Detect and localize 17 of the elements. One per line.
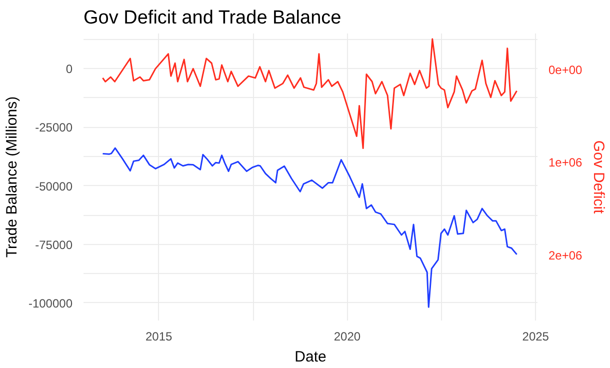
y-tick-label: 0 — [66, 62, 73, 76]
x-axis-title: Date — [294, 348, 326, 366]
x-tick-label: 2025 — [522, 330, 550, 344]
x-tick-label: 2020 — [334, 330, 361, 344]
chart-title: Gov Deficit and Trade Balance — [84, 8, 342, 28]
x-tick-label: 2015 — [146, 330, 173, 344]
line-series — [102, 147, 518, 308]
y-tick-label: -100000 — [28, 296, 73, 310]
line-series — [102, 38, 518, 150]
y2-tick-label: 0e+00 — [548, 63, 583, 78]
y2-axis-title: Gov Deficit — [590, 140, 608, 215]
y-tick-label: -25000 — [35, 120, 73, 135]
y-tick-label: -50000 — [35, 179, 73, 194]
y-axis-title: Trade Balance (Millions) — [3, 96, 20, 258]
y2-tick-label: 1e+06 — [548, 156, 583, 170]
y-tick-label: -75000 — [35, 238, 73, 252]
y2-tick-label: 2e+06 — [548, 248, 583, 262]
